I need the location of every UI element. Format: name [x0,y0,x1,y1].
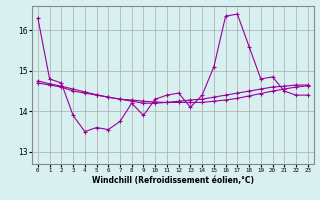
X-axis label: Windchill (Refroidissement éolien,°C): Windchill (Refroidissement éolien,°C) [92,176,254,185]
